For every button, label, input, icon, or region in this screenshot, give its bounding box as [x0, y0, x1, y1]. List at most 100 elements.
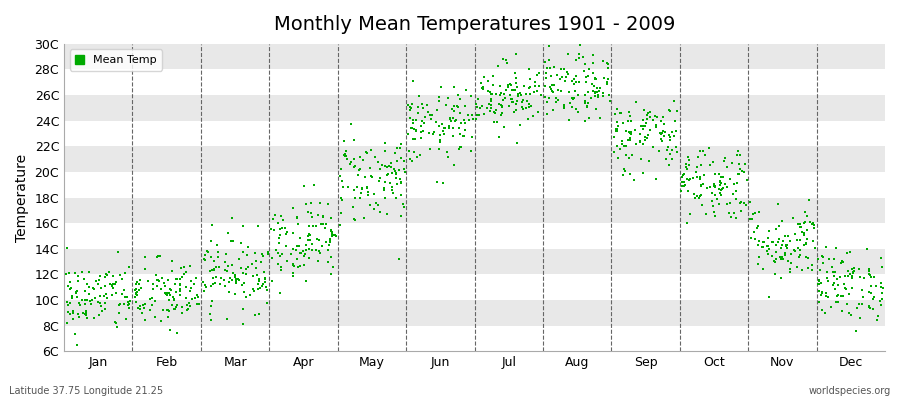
- Point: [60, 308, 75, 315]
- Point: [871, 313, 886, 320]
- Point: [388, 150, 402, 156]
- Point: [500, 82, 515, 88]
- Point: [633, 130, 647, 137]
- Point: [423, 116, 437, 122]
- Point: [198, 257, 212, 264]
- Point: [408, 136, 422, 142]
- Point: [774, 274, 788, 281]
- Point: [184, 278, 198, 285]
- Point: [167, 295, 182, 302]
- Point: [324, 214, 338, 221]
- Point: [603, 98, 617, 104]
- Point: [538, 82, 553, 89]
- Point: [792, 237, 806, 244]
- Point: [640, 112, 654, 118]
- Point: [550, 72, 564, 78]
- Point: [339, 148, 354, 155]
- Point: [845, 285, 859, 291]
- Point: [420, 109, 435, 116]
- Point: [256, 280, 271, 287]
- Point: [572, 92, 586, 98]
- Point: [588, 75, 602, 81]
- Point: [335, 178, 349, 184]
- Point: [815, 260, 830, 266]
- Point: [720, 163, 734, 170]
- Point: [285, 270, 300, 276]
- Point: [179, 269, 194, 275]
- Point: [874, 280, 888, 286]
- Point: [173, 291, 187, 298]
- Point: [547, 64, 562, 70]
- Point: [739, 177, 753, 183]
- Point: [844, 273, 859, 280]
- Point: [150, 254, 165, 260]
- Point: [274, 213, 288, 219]
- Point: [667, 98, 681, 104]
- Point: [798, 218, 813, 225]
- Point: [172, 288, 186, 294]
- Point: [280, 258, 294, 264]
- Point: [845, 270, 859, 276]
- Point: [839, 286, 853, 292]
- Point: [795, 228, 809, 235]
- Point: [616, 143, 631, 149]
- Point: [347, 137, 362, 143]
- Point: [457, 120, 472, 126]
- Point: [756, 239, 770, 245]
- Point: [394, 180, 409, 187]
- Point: [278, 243, 293, 249]
- Point: [623, 135, 637, 141]
- Point: [573, 42, 588, 48]
- Point: [538, 70, 553, 76]
- Point: [527, 83, 542, 90]
- Point: [618, 142, 633, 149]
- Point: [519, 90, 534, 97]
- Point: [226, 270, 240, 276]
- Point: [363, 164, 377, 171]
- Point: [770, 248, 784, 255]
- Point: [681, 162, 696, 168]
- Point: [643, 109, 657, 115]
- Point: [774, 256, 788, 262]
- Point: [245, 261, 259, 268]
- Point: [234, 239, 248, 246]
- Point: [522, 100, 536, 107]
- Point: [168, 304, 183, 310]
- Point: [260, 287, 274, 294]
- Point: [102, 269, 116, 276]
- Point: [734, 208, 748, 214]
- Point: [607, 148, 621, 155]
- Point: [779, 242, 794, 249]
- Point: [492, 134, 507, 140]
- Point: [769, 226, 783, 232]
- Point: [585, 81, 599, 87]
- Point: [482, 89, 497, 95]
- Point: [667, 133, 681, 139]
- Point: [521, 116, 535, 122]
- Point: [92, 277, 106, 283]
- Point: [746, 211, 760, 218]
- Point: [359, 184, 374, 191]
- Point: [154, 286, 168, 292]
- Point: [138, 317, 152, 323]
- Point: [337, 152, 351, 158]
- Point: [148, 272, 163, 278]
- Point: [221, 279, 236, 286]
- Point: [547, 82, 562, 88]
- Point: [219, 250, 233, 257]
- Point: [613, 109, 627, 116]
- Point: [461, 111, 475, 118]
- Point: [835, 258, 850, 264]
- Point: [510, 98, 525, 104]
- Point: [563, 100, 578, 106]
- Point: [337, 184, 351, 190]
- Point: [675, 174, 689, 180]
- Point: [312, 199, 327, 206]
- Point: [495, 103, 509, 110]
- Point: [310, 246, 324, 253]
- Point: [416, 105, 430, 111]
- Point: [829, 299, 843, 305]
- Point: [236, 270, 250, 276]
- Point: [676, 172, 690, 178]
- Point: [660, 147, 674, 153]
